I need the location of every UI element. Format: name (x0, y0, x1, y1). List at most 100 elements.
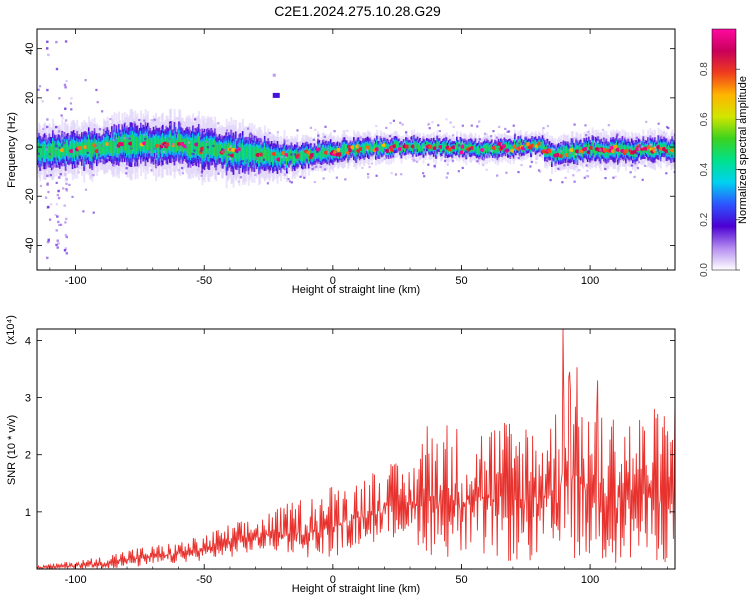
spectrogram-speckle (58, 146, 61, 149)
spectrogram-speckle (211, 159, 214, 162)
spectrogram-cell (277, 151, 280, 163)
spectrogram-speckle (476, 125, 479, 128)
spectrogram-speckle (446, 172, 449, 175)
spectrogram-speckle (143, 134, 146, 137)
spectrogram-speckle (313, 166, 316, 169)
spectrogram-cell (321, 147, 324, 158)
spectrogram-speckle (113, 164, 116, 167)
spectrogram-speckle (130, 147, 133, 150)
spectrogram-cell (91, 142, 94, 159)
spectrogram-speckle (56, 239, 59, 242)
spectrogram-speckle (402, 153, 405, 156)
spectrogram-speckle (57, 130, 61, 133)
spectrogram-speckle (168, 128, 172, 131)
spectrogram-speckle (212, 144, 215, 148)
spectrogram-speckle (46, 47, 49, 50)
spectrogram-speckle (612, 176, 615, 179)
spectrogram-cell (420, 146, 423, 152)
spectrogram-cell (562, 147, 565, 157)
spectrogram-cell (64, 144, 67, 161)
snr-frame (36, 328, 676, 570)
spectrogram-speckle (422, 172, 425, 175)
spectrogram-cell (134, 135, 137, 154)
spectrogram-cell (288, 151, 291, 162)
spectrogram-speckle (312, 138, 315, 141)
spectrogram-speckle (401, 123, 404, 126)
spectrogram-cell (292, 152, 295, 163)
spectrogram-speckle (465, 152, 468, 156)
spectrogram-speckle (539, 154, 542, 157)
spectrogram-cell (280, 152, 283, 165)
spectrogram-speckle (546, 124, 550, 128)
spectrogram-y-tick-label: 20 (24, 92, 36, 104)
spectrogram-speckle (583, 176, 586, 179)
spectrogram-cell (486, 144, 489, 153)
spectrogram-cell (496, 147, 499, 155)
spectrogram-speckle (388, 135, 392, 138)
snr-x-tick-label: 100 (581, 574, 599, 586)
spectrogram-speckle (162, 150, 165, 154)
spectrogram-cell (48, 143, 51, 158)
spectrogram-cell (509, 146, 512, 154)
spectrogram-speckle (524, 142, 527, 145)
spectrogram-speckle (161, 158, 164, 161)
spectrogram-speckle (344, 178, 347, 181)
spectrogram-speckle (286, 143, 290, 146)
snr-y-tick-label: 1 (25, 507, 31, 519)
spectrogram-speckle (570, 142, 573, 145)
colorbar-gradient (711, 28, 737, 271)
spectrogram-speckle (101, 110, 104, 113)
spectrogram-speckle (563, 143, 566, 146)
spectrogram-panel: -100 -50 0 50 100 -40 -20 0 20 40 Height of strai… (6, 28, 676, 296)
spectrogram-speckle (405, 131, 408, 134)
spectrogram-speckle (200, 149, 203, 153)
spectrogram-speckle (468, 140, 471, 143)
spectrogram-speckle (587, 150, 590, 153)
spectrogram-speckle (64, 173, 67, 176)
spectrogram-cell (41, 144, 44, 156)
spectrogram-speckle (322, 177, 325, 180)
spectrogram-cell (263, 146, 266, 161)
spectrogram-cell (451, 145, 454, 154)
spectrogram-speckle (366, 173, 370, 176)
spectrogram-speckle (47, 238, 50, 242)
spectrogram-speckle (249, 132, 252, 135)
spectrogram-speckle (585, 174, 588, 178)
spectrogram-speckle (476, 160, 479, 163)
spectrogram-speckle (65, 182, 68, 185)
spectrogram-speckle (254, 173, 257, 176)
spectrogram-cell (124, 136, 127, 151)
spectrogram-speckle (654, 145, 657, 149)
spectrogram-speckle (153, 147, 156, 150)
spectrogram-cell (398, 141, 401, 147)
spectrogram-speckle (505, 171, 508, 174)
spectrogram-cell (67, 142, 70, 156)
spectrogram-cell (533, 141, 536, 147)
spectrogram-x-tick-label: 0 (330, 275, 336, 287)
spectrogram-speckle (246, 127, 250, 130)
spectrogram-cell (208, 141, 211, 159)
spectrogram-speckle (151, 119, 154, 122)
spectrogram-speckle (196, 155, 199, 158)
spectrogram-speckle (115, 137, 118, 140)
spectrogram-speckle (155, 152, 158, 155)
spectrogram-ticks: -100 -50 0 50 100 -40 -20 0 20 40 (24, 29, 675, 287)
spectrogram-cell (320, 149, 323, 159)
spectrogram-speckle (255, 157, 258, 160)
spectrogram-cell (457, 143, 460, 149)
spectrogram-speckle (227, 153, 230, 156)
spectrogram-speckle (194, 130, 197, 133)
spectrogram-speckle (178, 145, 181, 148)
snr-y-tick-label: 4 (25, 335, 31, 347)
spectrogram-speckle (262, 158, 266, 161)
spectrogram-speckle (559, 150, 562, 153)
spectrogram-speckle (243, 165, 246, 168)
spectrogram-speckle (181, 172, 185, 175)
spectrogram-speckle (369, 152, 372, 155)
spectrogram-speckle (41, 100, 44, 103)
spectrogram-speckle (283, 163, 286, 167)
spectrogram-speckle (517, 170, 520, 174)
spectrogram-cell (101, 142, 104, 154)
spectrogram-speckle (614, 175, 617, 178)
spectrogram-speckle (68, 183, 71, 186)
